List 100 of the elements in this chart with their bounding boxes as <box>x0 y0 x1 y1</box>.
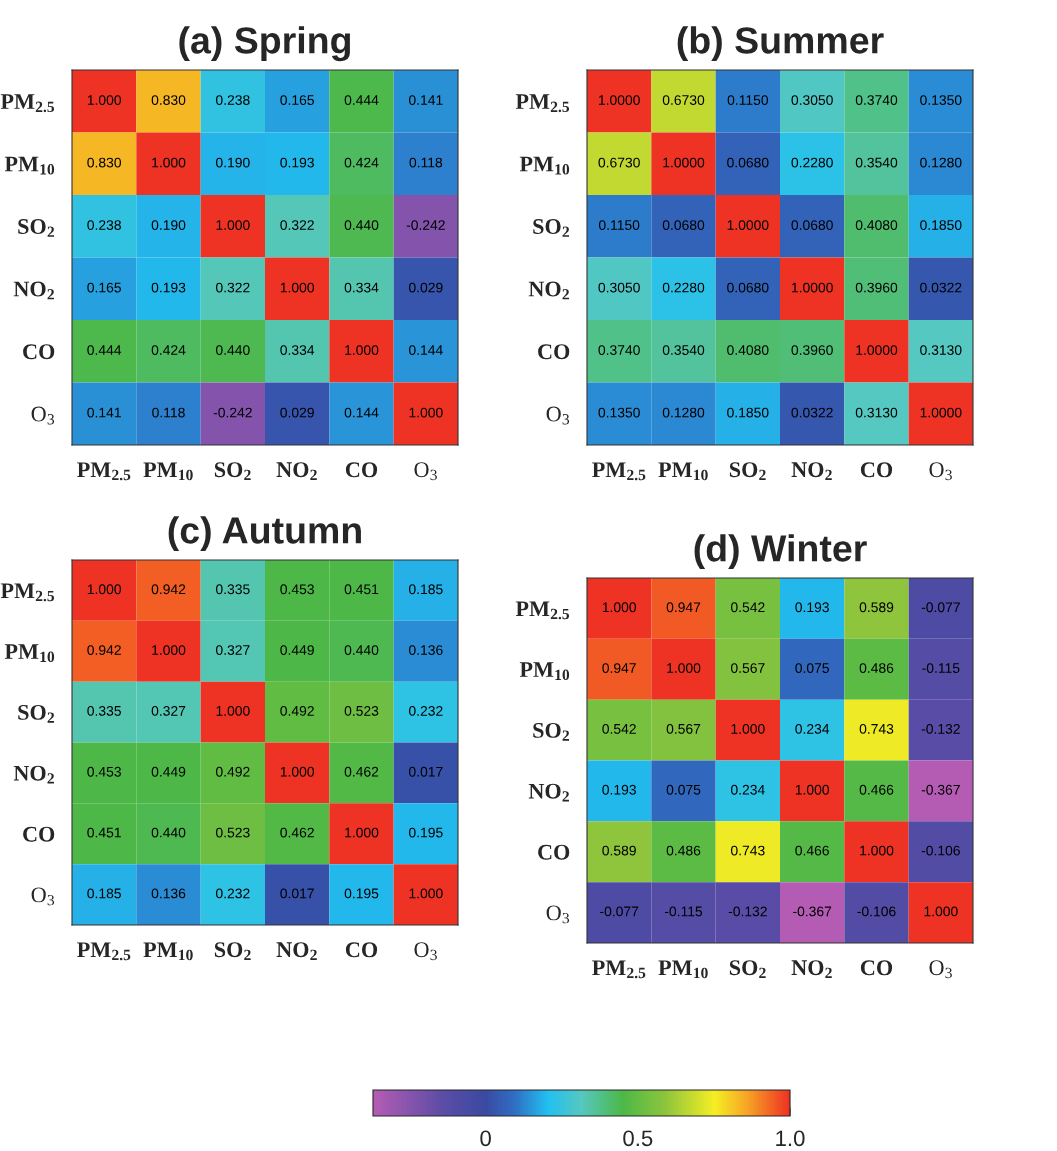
data-label: 1.0000 <box>727 220 769 230</box>
data-label: 1.000 <box>87 95 121 105</box>
data-label: 0.3130 <box>855 407 898 418</box>
data-label: 0.451 <box>344 584 379 595</box>
data-label: 0.234 <box>795 723 830 734</box>
x-tick-label: PM$_{2.5}$ <box>77 462 131 481</box>
data-label: 0.232 <box>216 888 250 899</box>
data-label: 0.165 <box>87 282 121 293</box>
y-tick-label: O$_{3}$ <box>546 905 570 924</box>
y-tick-label: NO$_{2}$ <box>528 281 569 300</box>
x-tick-label: PM$_{2.5}$ <box>592 960 646 979</box>
data-label: 0.2280 <box>791 157 833 168</box>
data-label: 0.492 <box>280 705 314 716</box>
data-label: 1.000 <box>924 906 958 917</box>
data-label: -0.106 <box>921 845 960 856</box>
data-label: -0.132 <box>728 906 767 917</box>
data-label: 0.567 <box>731 663 765 673</box>
x-tick-label: SO$_{2}$ <box>214 462 251 480</box>
data-label: 0.567 <box>666 723 701 734</box>
y-tick-label: O$_{3}$ <box>546 406 570 425</box>
data-label: 0.462 <box>280 827 314 838</box>
data-label: 0.234 <box>731 784 765 795</box>
data-label: 0.3050 <box>791 95 833 105</box>
x-tick-label: NO$_{2}$ <box>276 942 317 960</box>
data-label: 0.424 <box>151 345 186 355</box>
data-label: 0.322 <box>280 220 314 230</box>
data-label: 0.3130 <box>920 345 962 355</box>
data-label: 1.000 <box>216 705 250 716</box>
data-label: 0.743 <box>859 723 894 734</box>
y-tick-label: PM$_{10}$ <box>4 156 55 175</box>
data-label: 0.190 <box>151 220 186 230</box>
data-label: 0.017 <box>280 888 314 899</box>
data-label: 0.942 <box>87 645 121 655</box>
x-tick-label: NO$_{2}$ <box>276 462 317 480</box>
data-label: 1.000 <box>795 784 829 795</box>
data-label: 1.000 <box>667 663 701 673</box>
data-label: 1.0000 <box>791 282 833 293</box>
data-label: 0.424 <box>344 157 379 168</box>
y-tick-label: PM$_{10}$ <box>519 156 570 175</box>
data-label: 0.0322 <box>791 407 833 418</box>
y-tick-label: PM$_{10}$ <box>519 662 570 681</box>
y-tick-label: PM$_{10}$ <box>4 644 55 663</box>
data-label: -0.242 <box>406 220 445 230</box>
y-tick-label: NO$_{2}$ <box>528 783 569 802</box>
data-label: 0.335 <box>216 584 250 595</box>
data-label: 1.000 <box>345 827 379 838</box>
data-label: 1.000 <box>152 157 186 168</box>
data-label: 0.453 <box>87 766 121 777</box>
x-tick-label: PM$_{10}$ <box>143 462 193 481</box>
x-tick-label: PM$_{10}$ <box>658 462 708 481</box>
data-label: 0.947 <box>602 663 636 673</box>
data-label: 0.589 <box>859 602 894 613</box>
color-bar-label: 0.5 <box>623 1130 653 1147</box>
x-tick-label: SO$_{2}$ <box>729 960 766 978</box>
y-tick-label: NO$_{2}$ <box>13 765 54 784</box>
x-tick-label: SO$_{2}$ <box>729 462 766 480</box>
data-label: -0.106 <box>857 906 896 917</box>
data-label: -0.115 <box>922 663 960 673</box>
data-label: 1.000 <box>280 282 314 293</box>
x-tick-label: SO$_{2}$ <box>214 942 251 960</box>
chart-title: (b) Summer <box>677 26 884 62</box>
data-label: 0.449 <box>280 645 314 655</box>
data-label: 0.327 <box>216 645 250 655</box>
data-label: 0.830 <box>151 95 186 105</box>
data-label: -0.115 <box>664 906 703 917</box>
data-label: 0.444 <box>344 95 379 105</box>
data-label: 0.193 <box>795 602 829 613</box>
data-label: 0.440 <box>151 827 186 838</box>
color-bar-label: 1.0 <box>776 1130 805 1147</box>
data-label: 0.1150 <box>727 95 769 105</box>
data-label: 0.118 <box>152 407 185 418</box>
x-tick-label: PM$_{2.5}$ <box>592 462 646 481</box>
data-label: 0.3960 <box>855 282 898 293</box>
data-label: 0.440 <box>344 220 379 230</box>
data-label: 0.3050 <box>598 282 640 293</box>
data-label: 0.453 <box>280 584 314 595</box>
data-label: 0.523 <box>216 827 250 838</box>
data-label: 0.0680 <box>727 157 769 168</box>
data-label: 0.4080 <box>727 345 769 355</box>
chart-title: (d) Winter <box>694 534 867 570</box>
data-label: 1.000 <box>345 345 379 355</box>
data-label: 1.0000 <box>920 407 962 418</box>
data-label: -0.367 <box>793 906 832 917</box>
y-tick-label: NO$_{2}$ <box>13 281 54 300</box>
data-label: 0.440 <box>344 645 379 655</box>
data-label: 0.444 <box>87 345 122 355</box>
y-tick-label: PM$_{2.5}$ <box>515 94 570 113</box>
data-label: 0.6730 <box>598 157 640 168</box>
data-label: 0.185 <box>409 584 443 595</box>
data-label: 1.000 <box>409 407 443 418</box>
data-label: 1.0000 <box>856 345 898 355</box>
data-label: -0.077 <box>921 602 960 613</box>
data-label: 0.144 <box>409 345 443 355</box>
data-label: 0.0322 <box>920 282 962 293</box>
x-tick-label: NO$_{2}$ <box>791 462 832 480</box>
data-label: 0.238 <box>216 95 250 105</box>
chart-title: (a) Spring <box>179 26 350 62</box>
data-label: 0.118 <box>409 157 443 168</box>
y-tick-label: SO$_{2}$ <box>18 704 55 723</box>
y-tick-label: CO <box>538 844 570 860</box>
